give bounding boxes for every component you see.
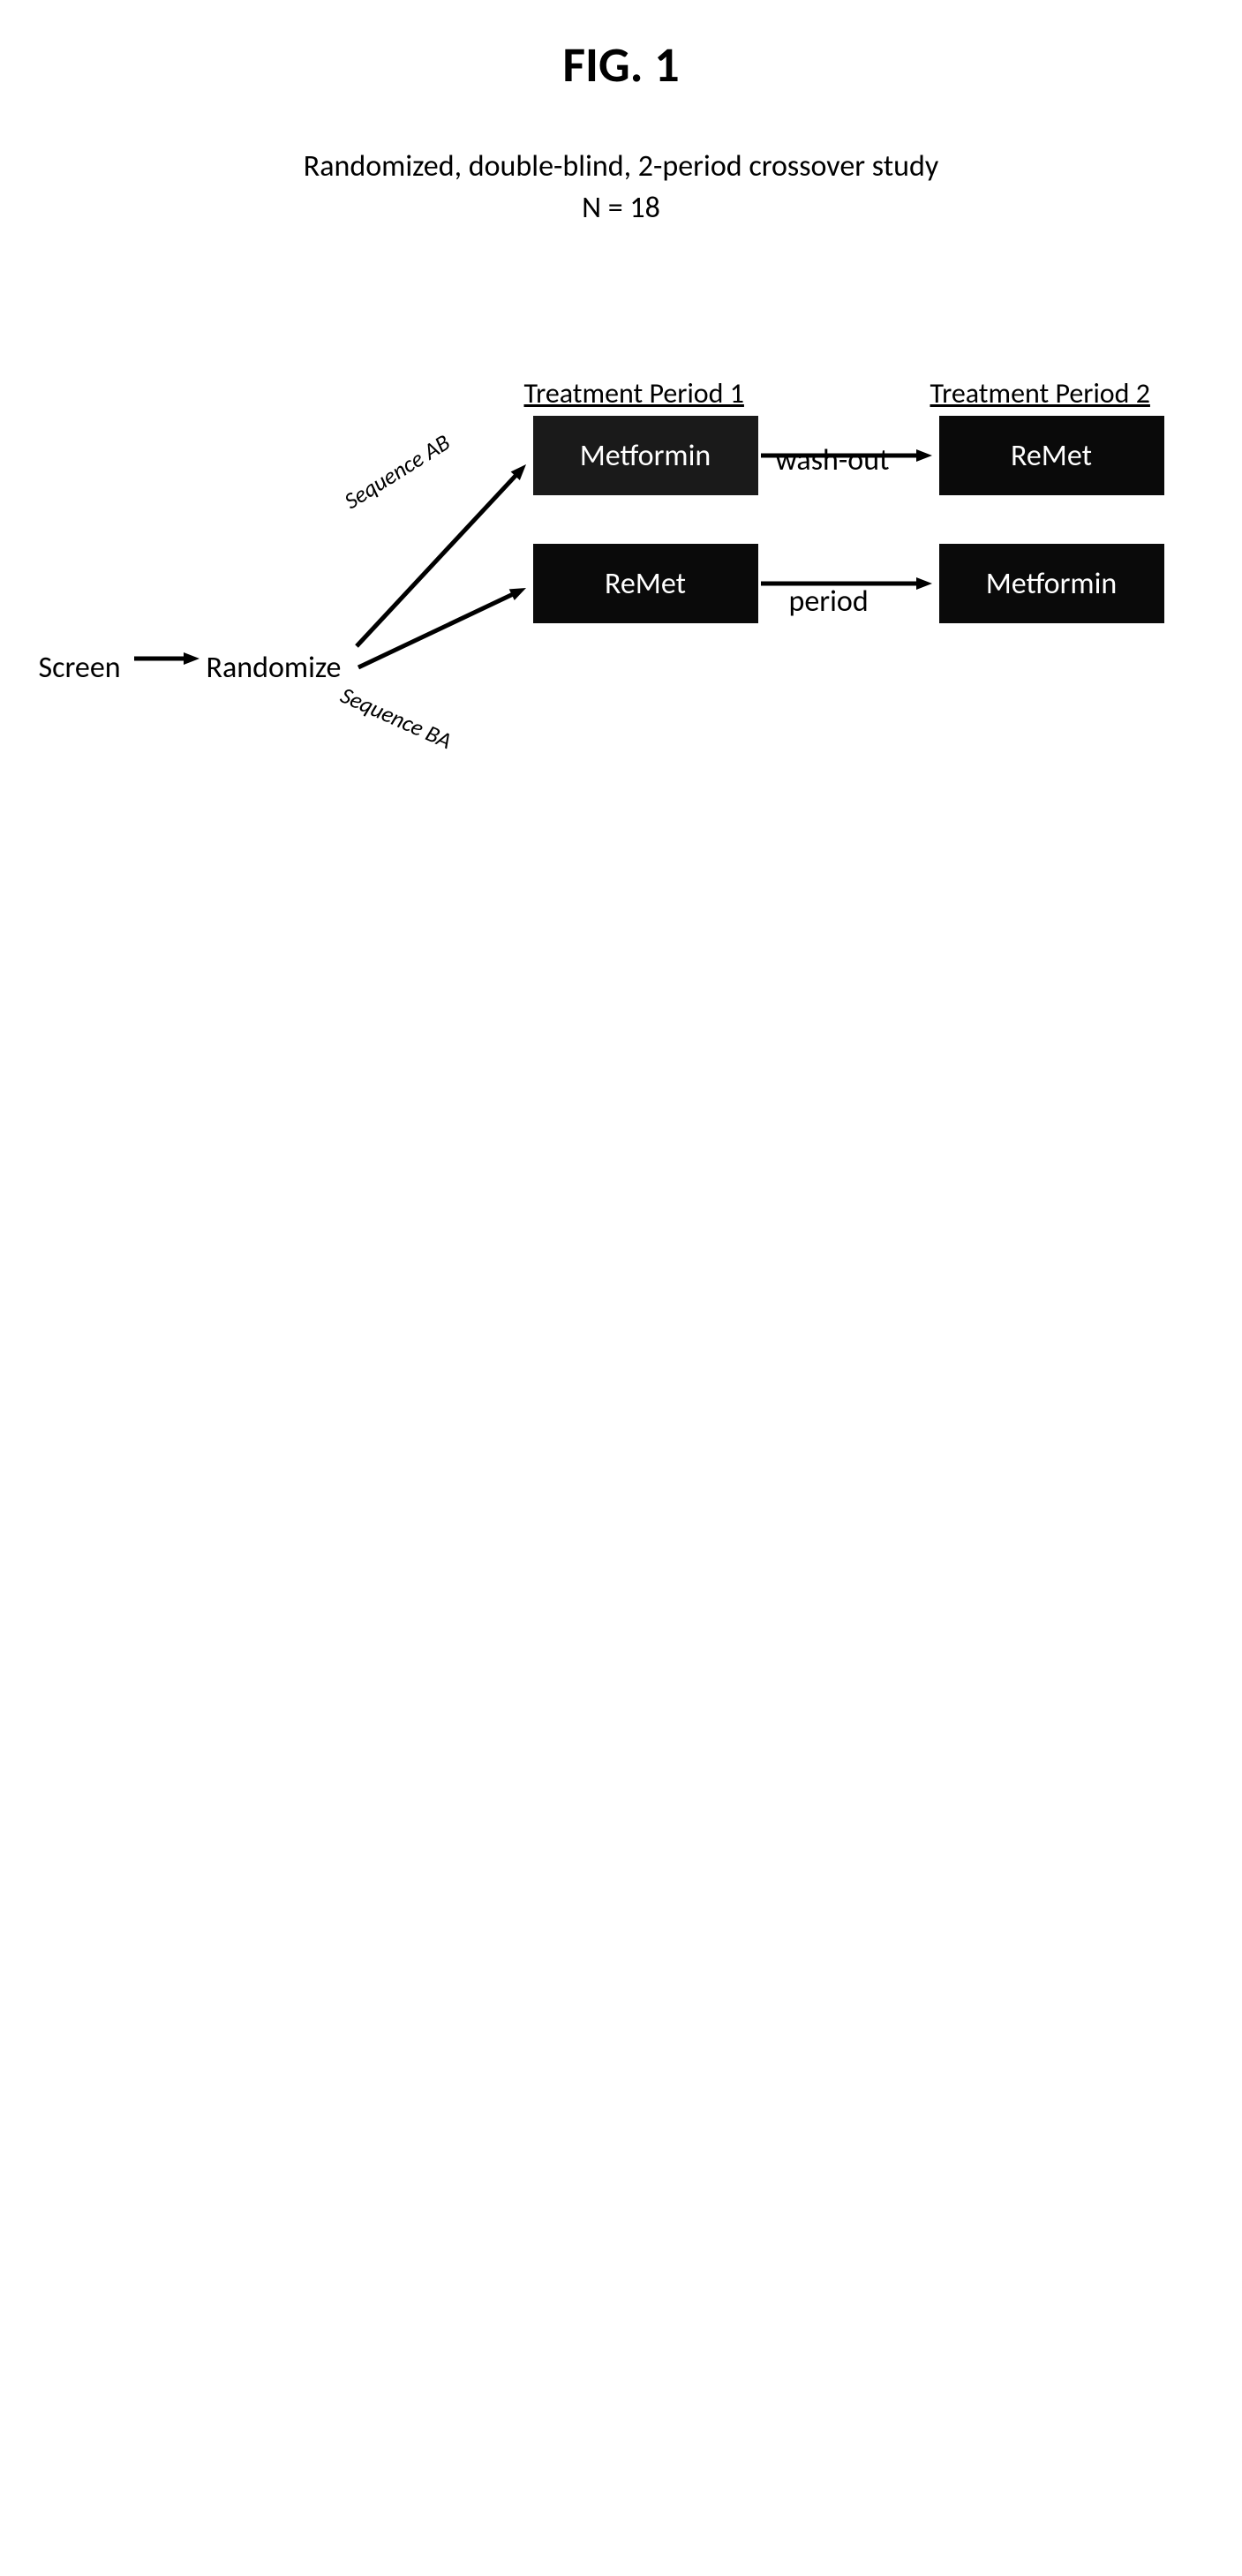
screen-to-randomize-arrowhead (184, 652, 199, 665)
randomize-label: Randomize (207, 650, 342, 686)
washout-label: wash-out (776, 442, 890, 478)
period-label: period (789, 584, 869, 620)
figure-container: FIG. 1 Randomized, double-blind, 2-perio… (39, 35, 1204, 738)
randomize-to-ba-arrow (358, 592, 517, 667)
study-description: Randomized, double-blind, 2-period cross… (39, 148, 1204, 185)
randomize-to-ba-arrowhead (508, 588, 525, 600)
crossover-diagram: Treatment Period 1 Treatment Period 2 Sc… (39, 314, 1204, 738)
study-n: N = 18 (39, 190, 1204, 226)
figure-title: FIG. 1 (39, 35, 1204, 95)
period-1-header: Treatment Period 1 (524, 376, 744, 411)
p1bot-to-p2bot-arrowhead (916, 577, 932, 590)
period2-top-box: ReMet (939, 416, 1164, 495)
period1-top-box: Metformin (533, 416, 758, 495)
period-2-header: Treatment Period 2 (930, 376, 1150, 411)
screen-label: Screen (39, 650, 121, 686)
p1top-to-p2top-arrowhead (916, 449, 932, 462)
period2-bottom-box: Metformin (939, 544, 1164, 623)
period1-bottom-box: ReMet (533, 544, 758, 623)
